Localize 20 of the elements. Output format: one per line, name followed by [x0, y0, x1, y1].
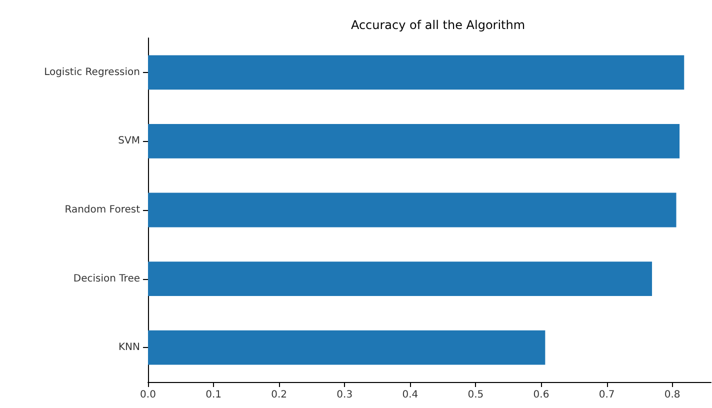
bar	[148, 55, 684, 90]
y-tick-label: Logistic Regression	[44, 66, 140, 78]
y-tick-label: SVM	[118, 136, 140, 147]
x-tick-label: 0.6	[533, 390, 550, 400]
x-tick-label: 0.8	[664, 390, 680, 400]
x-tick-label: 0.7	[598, 390, 615, 400]
bar	[148, 330, 546, 365]
x-tick-label: 0.0	[140, 390, 156, 400]
y-tick-label: KNN	[118, 342, 140, 354]
x-tick-label: 0.2	[271, 390, 288, 400]
y-tick-label: Random Forest	[64, 204, 140, 216]
x-tick-label: 0.1	[206, 390, 222, 400]
y-tick-label: Decision Tree	[73, 273, 140, 284]
chart-title: Accuracy of all the Algorithm	[350, 18, 526, 32]
bar	[148, 124, 680, 158]
x-tick-label: 0.3	[336, 390, 353, 400]
bar	[148, 192, 676, 228]
x-tick-label: 0.5	[468, 390, 484, 400]
x-tick-label: 0.4	[402, 390, 418, 400]
bar	[148, 262, 652, 296]
